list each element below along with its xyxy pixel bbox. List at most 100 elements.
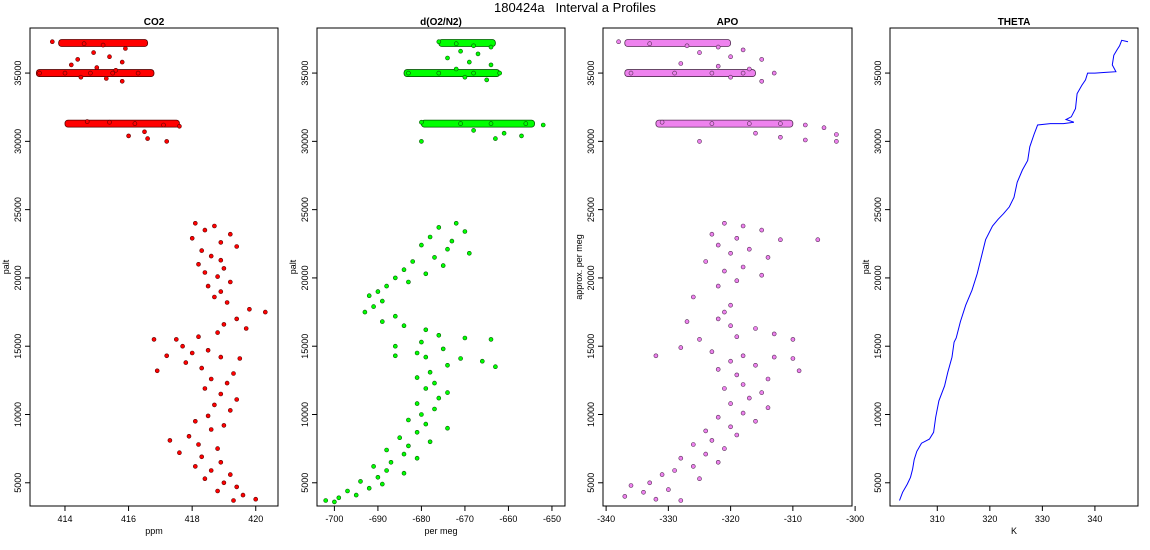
y-tick-label: 20000 xyxy=(586,265,596,290)
data-point xyxy=(672,468,677,473)
data-point xyxy=(392,353,398,359)
data-point xyxy=(746,66,752,72)
data-point xyxy=(796,368,802,374)
data-point xyxy=(740,70,746,76)
page-title: 180424a Interval a Profiles xyxy=(494,0,656,15)
data-point xyxy=(647,41,653,47)
plot-area xyxy=(323,39,546,505)
data-point xyxy=(753,326,758,331)
data-point xyxy=(709,349,715,355)
data-point xyxy=(427,439,433,445)
data-point xyxy=(215,330,220,335)
data-point xyxy=(462,74,468,80)
data-point xyxy=(208,376,214,382)
data-point xyxy=(715,242,721,248)
data-point xyxy=(126,133,131,139)
data-point xyxy=(218,354,224,360)
data-point xyxy=(666,487,671,492)
data-point xyxy=(107,54,112,60)
data-point xyxy=(684,43,690,49)
data-point xyxy=(432,255,437,260)
chart-panel-2: d(O2/N2) -700 -690 -680 -670 -660 -650 5000 1000… xyxy=(288,17,566,536)
data-point xyxy=(715,367,721,372)
data-point xyxy=(189,236,195,241)
data-point xyxy=(371,304,376,309)
data-point xyxy=(88,70,93,76)
data-point xyxy=(771,354,777,360)
y-tick-label: 30000 xyxy=(13,129,23,154)
data-point xyxy=(690,464,696,469)
x-tick-label: 416 xyxy=(121,514,136,524)
data-point xyxy=(423,271,429,277)
y-tick-label: 35000 xyxy=(300,61,310,86)
data-point xyxy=(715,316,721,322)
data-point xyxy=(375,474,381,480)
data-point xyxy=(132,121,138,126)
data-point xyxy=(436,225,442,230)
data-point xyxy=(406,443,411,449)
data-point xyxy=(218,257,224,263)
plot-area xyxy=(35,39,268,503)
data-point xyxy=(488,337,494,342)
y-tick-label: 10000 xyxy=(13,402,23,427)
data-point xyxy=(218,391,224,397)
x-tick-label: 340 xyxy=(1087,514,1102,524)
data-point xyxy=(678,345,684,350)
data-point xyxy=(432,380,437,386)
data-point xyxy=(493,136,498,141)
y-tick-label: 35000 xyxy=(13,61,23,86)
data-point xyxy=(193,464,198,469)
data-point xyxy=(180,343,185,349)
y-tick-label: 10000 xyxy=(586,402,596,427)
data-point xyxy=(154,368,160,374)
data-point xyxy=(384,283,389,289)
chart-title: THETA xyxy=(998,17,1031,28)
data-point xyxy=(94,65,100,70)
data-point xyxy=(100,42,106,48)
data-point xyxy=(202,386,208,391)
data-point xyxy=(722,268,727,274)
data-point xyxy=(218,240,224,245)
data-point xyxy=(208,427,214,432)
data-point xyxy=(678,61,684,66)
data-band xyxy=(438,39,496,47)
data-point xyxy=(790,337,796,342)
data-point xyxy=(834,139,839,144)
data-point xyxy=(119,59,125,65)
data-point xyxy=(616,39,621,45)
data-point xyxy=(722,446,727,451)
y-axis-label: approx. per meg xyxy=(574,234,584,300)
data-point xyxy=(728,424,733,430)
data-point xyxy=(119,79,125,84)
data-point xyxy=(366,293,372,299)
data-point xyxy=(423,386,429,391)
data-point xyxy=(419,139,424,144)
data-point xyxy=(419,339,424,345)
data-point xyxy=(392,275,398,281)
data-point xyxy=(802,137,808,143)
data-point xyxy=(62,70,68,76)
data-point xyxy=(722,309,727,315)
data-point xyxy=(440,346,446,352)
y-axis-label: palt xyxy=(1,259,11,274)
data-point xyxy=(802,122,808,128)
data-point xyxy=(224,300,230,305)
data-point xyxy=(488,62,494,68)
data-point xyxy=(113,68,119,73)
data-point xyxy=(379,319,385,324)
data-point xyxy=(759,227,765,233)
data-point xyxy=(728,54,733,60)
data-band xyxy=(64,119,180,128)
data-point xyxy=(436,70,442,76)
data-point xyxy=(366,485,372,491)
data-point xyxy=(379,481,385,487)
data-point xyxy=(151,337,157,342)
x-tick-label: -670 xyxy=(456,514,474,524)
data-point xyxy=(771,70,777,76)
data-point xyxy=(715,283,721,289)
data-point xyxy=(228,231,233,237)
data-point xyxy=(243,326,249,331)
data-point xyxy=(401,470,407,476)
x-tick-label: -680 xyxy=(412,514,430,524)
